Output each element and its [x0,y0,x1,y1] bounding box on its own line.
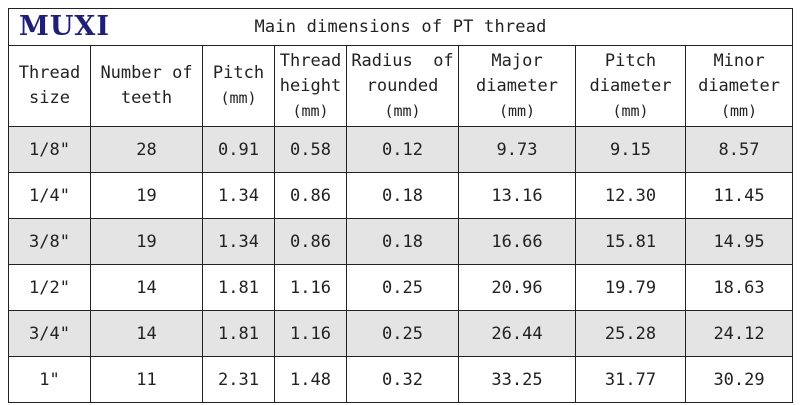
cell-pitch-diameter: 31.77 [575,356,686,403]
cell-major-diameter: 9.73 [458,126,576,173]
cell-pitch-diameter: 15.81 [575,218,686,265]
table-row: 1/2" 14 1.81 1.16 0.25 20.96 19.79 18.63 [8,264,794,311]
cell-number-of-teeth: 19 [90,218,203,265]
cell-thread-size: 3/8" [8,218,91,265]
column-header-pitch: Pitch (mm) [202,45,275,127]
cell-thread-height: 0.86 [274,172,347,219]
cell-minor-diameter: 8.57 [684,126,794,173]
cell-radius-of-rounded: 0.25 [346,310,459,357]
cell-thread-height: 1.16 [274,264,347,311]
cell-thread-size: 1" [8,356,91,403]
cell-pitch: 1.34 [202,218,275,265]
table-row: 3/4" 14 1.81 1.16 0.25 26.44 25.28 24.12 [8,310,794,357]
cell-thread-height: 0.86 [274,218,347,265]
cell-major-diameter: 13.16 [458,172,576,219]
cell-thread-height: 1.48 [274,356,347,403]
cell-pitch: 1.34 [202,172,275,219]
cell-major-diameter: 33.25 [458,356,576,403]
cell-radius-of-rounded: 0.18 [346,172,459,219]
column-header-number-of-teeth: Number of teeth [90,45,203,127]
dimensions-table: MUXI Main dimensions of PT thread Thread… [7,8,794,403]
cell-number-of-teeth: 28 [90,126,203,173]
cell-minor-diameter: 14.95 [684,218,794,265]
cell-minor-diameter: 30.29 [684,356,794,403]
column-header-pitch-diameter: Pitch diameter (mm) [575,45,686,127]
cell-radius-of-rounded: 0.25 [346,264,459,311]
cell-pitch: 0.91 [202,126,275,173]
column-header-thread-size: Thread size [8,45,91,127]
muxi-logo: MUXI [19,11,111,42]
pt-thread-dimensions-table: MUXI Main dimensions of PT thread Thread… [7,8,794,403]
column-header-radius-of-rounded: Radius of rounded (mm) [346,45,459,127]
cell-major-diameter: 20.96 [458,264,576,311]
cell-radius-of-rounded: 0.18 [346,218,459,265]
cell-number-of-teeth: 11 [90,356,203,403]
cell-number-of-teeth: 14 [90,264,203,311]
cell-thread-size: 3/4" [8,310,91,357]
title-row: MUXI Main dimensions of PT thread [7,8,794,46]
column-header-minor-diameter: Minor diameter (mm) [684,45,794,127]
cell-pitch-diameter: 9.15 [575,126,686,173]
cell-minor-diameter: 18.63 [684,264,794,311]
table-row: 1" 11 2.31 1.48 0.32 33.25 31.77 30.29 [8,356,794,403]
cell-thread-size: 1/4" [8,172,91,219]
title-cell: MUXI Main dimensions of PT thread [7,8,794,46]
cell-radius-of-rounded: 0.32 [346,356,459,403]
cell-thread-size: 1/2" [8,264,91,311]
column-header-major-diameter: Major diameter (mm) [458,45,576,127]
cell-thread-size: 1/8" [8,126,91,173]
header-row: Thread size Number of teeth Pitch (mm) T… [8,45,794,127]
cell-major-diameter: 26.44 [458,310,576,357]
cell-number-of-teeth: 19 [90,172,203,219]
cell-thread-height: 1.16 [274,310,347,357]
cell-major-diameter: 16.66 [458,218,576,265]
cell-pitch: 1.81 [202,310,275,357]
cell-pitch-diameter: 19.79 [575,264,686,311]
table-row: 3/8" 19 1.34 0.86 0.18 16.66 15.81 14.95 [8,218,794,265]
table-body: 1/8" 28 0.91 0.58 0.12 9.73 9.15 8.57 1/4" 19 1.34… [8,126,794,403]
cell-pitch-diameter: 12.30 [575,172,686,219]
cell-minor-diameter: 11.45 [684,172,794,219]
cell-minor-diameter: 24.12 [684,310,794,357]
table-row: 1/8" 28 0.91 0.58 0.12 9.73 9.15 8.57 [8,126,794,173]
cell-radius-of-rounded: 0.12 [346,126,459,173]
cell-pitch-diameter: 25.28 [575,310,686,357]
cell-thread-height: 0.58 [274,126,347,173]
table-title: Main dimensions of PT thread [254,17,547,37]
cell-pitch: 1.81 [202,264,275,311]
cell-number-of-teeth: 14 [90,310,203,357]
cell-pitch: 2.31 [202,356,275,403]
table-row: 1/4" 19 1.34 0.86 0.18 13.16 12.30 11.45 [8,172,794,219]
column-header-thread-height: Thread height (mm) [274,45,347,127]
